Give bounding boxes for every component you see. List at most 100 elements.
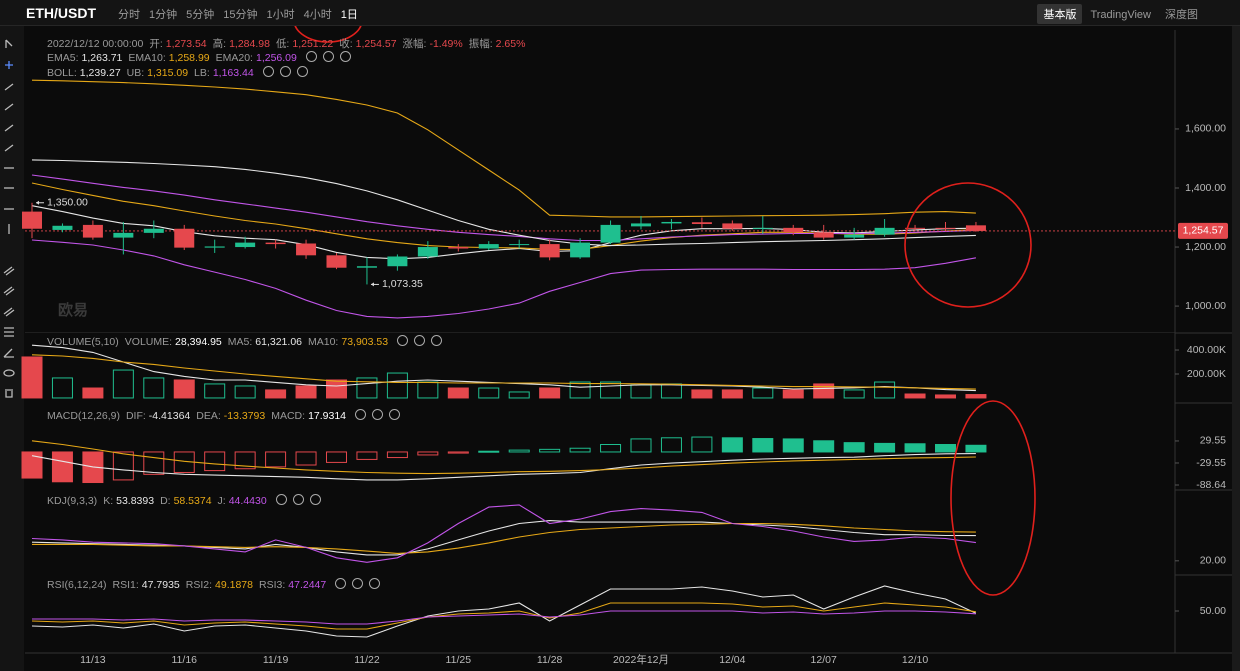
legend-value: 17.9314 [308, 410, 347, 422]
line-icon[interactable] [4, 83, 14, 91]
y-tick-label: 29.55 [1200, 435, 1226, 447]
candle-body [265, 242, 286, 245]
legend-name: K: [103, 495, 114, 507]
eye-icon[interactable] [305, 51, 317, 62]
interval-tab[interactable]: 15分钟 [223, 9, 258, 21]
bar [508, 391, 530, 399]
cursor-icon[interactable] [5, 39, 13, 48]
bar [935, 444, 956, 453]
indicator-line [31, 585, 977, 638]
bar [600, 381, 622, 399]
interval-tab[interactable]: 4小时 [303, 9, 332, 21]
x-tick-label: 12/07 [811, 654, 837, 666]
interval-tab[interactable]: 5分钟 [186, 9, 215, 21]
candle-body [965, 225, 986, 231]
legend-name: MA5: [227, 336, 253, 348]
parallel-icon[interactable] [3, 286, 15, 296]
settings-icon[interactable] [292, 494, 304, 505]
price-marker-head [370, 282, 374, 287]
eye-icon[interactable] [397, 335, 409, 346]
last-price-label: 1,254.57 [1183, 225, 1224, 237]
interval-tab[interactable]: 1日 [340, 9, 358, 21]
bar [112, 451, 134, 481]
visibility-icon[interactable] [3, 369, 15, 377]
bar [51, 451, 73, 483]
y-tick-label: 1,400.00 [1185, 182, 1226, 194]
bar [843, 389, 865, 399]
crosshair-icon[interactable] [5, 61, 13, 69]
legend-value: 47.2447 [288, 579, 327, 591]
fork-icon[interactable] [3, 307, 15, 317]
settings-icon[interactable] [279, 66, 291, 77]
channel-icon[interactable] [3, 266, 15, 276]
watermark: 欧易 [58, 302, 89, 319]
delete-icon[interactable] [5, 389, 13, 398]
info-value: 1,251.22 [292, 38, 334, 50]
legend-value: 73,903.53 [341, 336, 389, 348]
eye-icon[interactable] [335, 578, 347, 589]
close-icon[interactable] [296, 66, 308, 77]
close-icon[interactable] [369, 578, 381, 589]
bar [752, 387, 774, 399]
bar [721, 437, 743, 453]
legend-value: 1,258.99 [168, 52, 210, 64]
interval-tab[interactable]: 1分钟 [149, 9, 178, 21]
view-tab[interactable]: 深度图 [1165, 9, 1198, 21]
scrollbar [1232, 26, 1240, 671]
settings-icon[interactable] [322, 51, 334, 62]
panel [25, 30, 1175, 333]
bar [904, 393, 926, 399]
view-tab[interactable]: 基本版 [1037, 4, 1083, 24]
info-label: 高: [212, 38, 227, 50]
close-icon[interactable] [339, 51, 351, 62]
candle-body [539, 244, 560, 258]
candle-body [509, 244, 530, 246]
gann-icon[interactable] [3, 348, 14, 358]
bar [204, 383, 226, 399]
bar [508, 449, 530, 453]
indicator-line [31, 79, 976, 218]
eye-icon[interactable] [262, 66, 274, 77]
trend-icon[interactable] [4, 144, 14, 152]
bar [752, 438, 774, 453]
indicator-line [31, 440, 976, 475]
bar [326, 379, 347, 399]
settings-icon[interactable] [414, 335, 426, 346]
indicator-line [32, 610, 976, 625]
close-icon[interactable] [431, 335, 443, 346]
indicator-line [31, 602, 976, 630]
legend-name: RSI3: [259, 579, 286, 591]
close-icon[interactable] [309, 494, 321, 505]
indicator-header: KDJ(9,3,3) K: 53.8393 D: 58.5374 J: 44.4430 [47, 494, 324, 507]
symbol[interactable]: ETH/USDT [26, 5, 96, 21]
close-icon[interactable] [389, 409, 401, 420]
settings-icon[interactable] [372, 409, 384, 420]
price-marker-label: 1,073.35 [382, 278, 423, 290]
bar [234, 385, 256, 399]
legend-name: MA10: [308, 336, 339, 348]
y-tick-label: 50.00 [1200, 605, 1226, 617]
ray-icon[interactable] [4, 103, 14, 111]
bar [721, 389, 743, 399]
legend-value: -4.41364 [148, 410, 191, 422]
fib-icon[interactable] [4, 327, 14, 337]
price-marker-label: 1,350.00 [47, 197, 88, 209]
candle-body [844, 234, 865, 238]
view-tab[interactable]: TradingView [1090, 9, 1151, 21]
eye-icon[interactable] [355, 409, 367, 420]
legend-value: 28,394.95 [175, 336, 222, 348]
interval-tab[interactable]: 1小时 [266, 9, 295, 21]
bar [234, 451, 256, 470]
bar [630, 438, 652, 453]
settings-icon[interactable] [352, 578, 364, 589]
eye-icon[interactable] [275, 494, 287, 505]
y-tick-label: -29.55 [1196, 457, 1226, 469]
interval-tab[interactable]: 分时 [118, 9, 140, 21]
segment-icon[interactable] [4, 124, 14, 132]
view-tabs: 基本版 TradingView 深度图 [1035, 4, 1204, 24]
legend-value: 1,315.09 [147, 67, 189, 79]
info-label: 低: [275, 38, 290, 50]
bar [813, 440, 835, 453]
candle-body [52, 225, 73, 230]
